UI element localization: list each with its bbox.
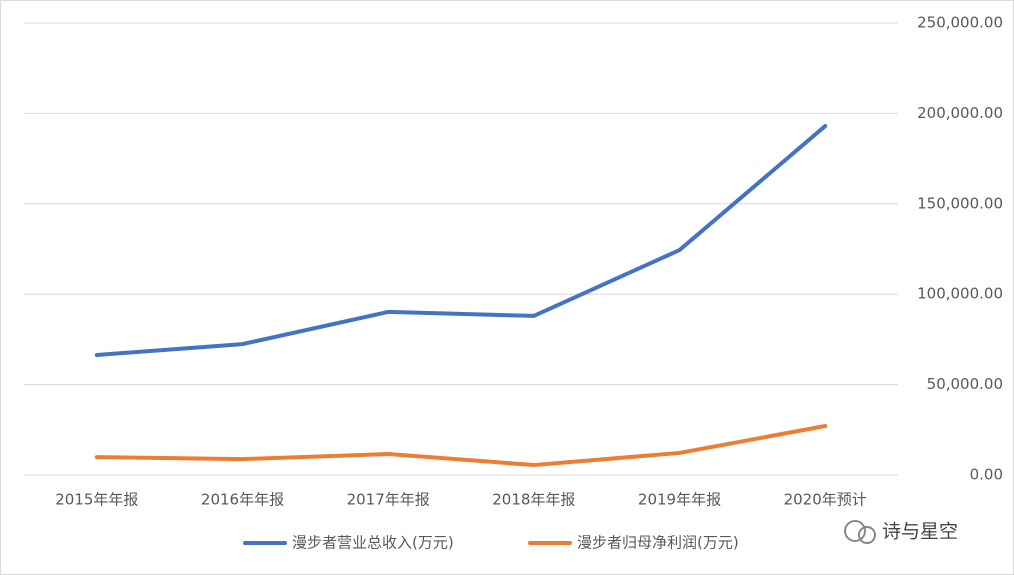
- legend-label: 漫步者营业总收入(万元): [292, 534, 454, 552]
- y-tick-label: 100,000.00: [917, 285, 1003, 303]
- x-tick-label: 2020年预计: [784, 491, 867, 509]
- watermark: 诗与星空: [844, 520, 958, 544]
- watermark-icon: [844, 520, 866, 542]
- legend-label: 漫步者归母净利润(万元): [577, 534, 739, 552]
- y-tick-label: 50,000.00: [927, 375, 1003, 393]
- y-tick-label: 200,000.00: [917, 104, 1003, 122]
- x-tick-label: 2017年年报: [347, 491, 430, 509]
- x-tick-label: 2018年年报: [492, 491, 575, 509]
- series-line: [94, 424, 828, 468]
- watermark-text: 诗与星空: [882, 521, 958, 543]
- watermark-icon: [858, 526, 876, 544]
- y-tick-label: 0.00: [970, 466, 1003, 484]
- x-tick-label: 2019年年报: [638, 491, 721, 509]
- y-tick-label: 250,000.00: [917, 14, 1003, 32]
- x-tick-label: 2016年年报: [201, 491, 284, 509]
- y-tick-label: 150,000.00: [917, 194, 1003, 212]
- x-tick-label: 2015年年报: [55, 491, 138, 509]
- series-line: [94, 124, 828, 357]
